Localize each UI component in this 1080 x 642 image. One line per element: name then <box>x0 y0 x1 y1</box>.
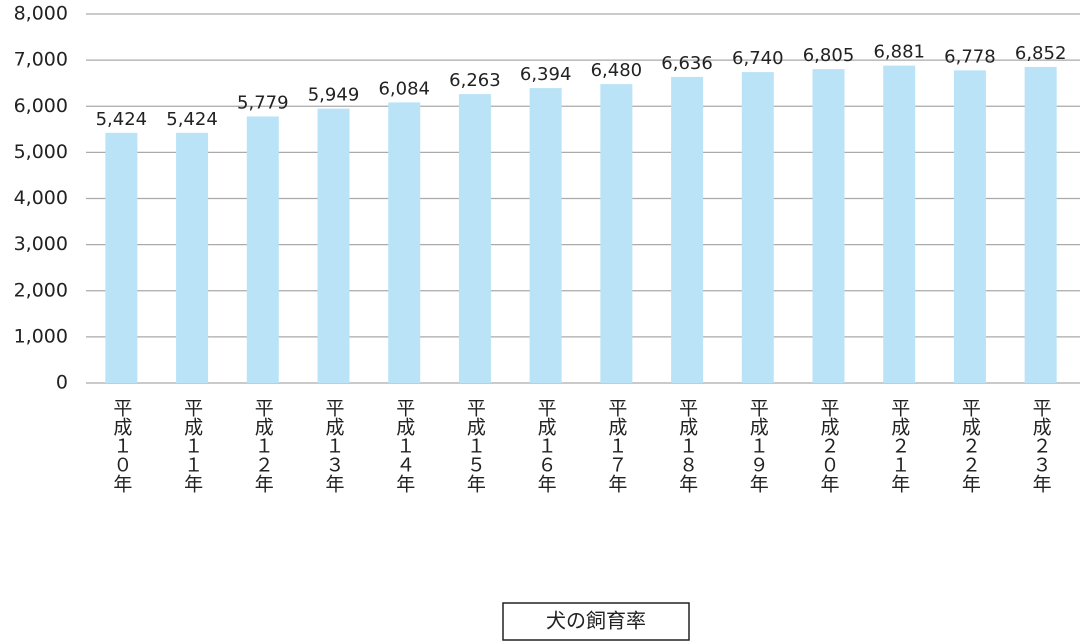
y-tick-label: 6,000 <box>14 95 68 117</box>
bar <box>1024 66 1057 383</box>
y-tick-label: 7,000 <box>14 49 68 71</box>
y-tick-label: 0 <box>56 372 68 394</box>
y-tick-label: 8,000 <box>14 3 68 25</box>
value-label: 6,740 <box>732 48 784 69</box>
value-label: 6,852 <box>1015 43 1067 64</box>
bar <box>741 72 774 384</box>
y-tick-label: 1,000 <box>14 325 68 347</box>
x-tick-label: 平成１０年 <box>110 398 132 493</box>
x-tick-label: 平成２１年 <box>888 398 910 493</box>
value-label: 6,778 <box>944 46 996 67</box>
x-tick-label: 平成１６年 <box>535 398 557 493</box>
bar <box>176 132 209 383</box>
bar <box>317 108 350 384</box>
x-tick-label: 平成１５年 <box>464 398 486 493</box>
x-tick-label: 平成１３年 <box>323 398 345 493</box>
x-tick-label: 平成１７年 <box>605 398 627 493</box>
x-tick-label: 平成１９年 <box>747 398 769 493</box>
value-label: 6,881 <box>873 42 925 63</box>
bar <box>246 116 279 383</box>
bar <box>600 84 633 384</box>
x-tick-label: 平成２３年 <box>1030 398 1052 493</box>
legend-box <box>502 602 690 641</box>
value-label: 6,394 <box>520 64 572 85</box>
x-tick-label: 平成２０年 <box>818 398 840 493</box>
value-label: 6,480 <box>591 60 643 81</box>
y-tick-label: 2,000 <box>14 279 68 301</box>
bar <box>883 65 916 383</box>
value-label: 6,084 <box>378 78 430 99</box>
y-tick-label: 3,000 <box>14 233 68 255</box>
legend-label: 犬の飼育率 <box>546 609 646 633</box>
bar <box>388 102 421 384</box>
bar <box>105 132 138 383</box>
value-label: 5,424 <box>166 109 218 130</box>
x-tick-label: 平成１４年 <box>393 398 415 493</box>
value-label: 6,636 <box>661 53 713 74</box>
value-label: 6,263 <box>449 70 501 91</box>
y-tick-label: 5,000 <box>14 141 68 163</box>
bar <box>812 69 845 383</box>
value-label: 6,805 <box>803 45 855 66</box>
x-tick-label: 平成１８年 <box>676 398 698 493</box>
y-tick-label: 4,000 <box>14 187 68 209</box>
x-tick-label: 平成１１年 <box>181 398 203 493</box>
bar <box>953 70 986 384</box>
bar <box>671 76 704 384</box>
bar <box>458 94 491 383</box>
x-tick-label: 平成１２年 <box>252 398 274 493</box>
value-label: 5,949 <box>308 85 360 106</box>
value-label: 5,779 <box>237 92 289 113</box>
value-label: 5,424 <box>96 109 148 130</box>
x-tick-label: 平成２２年 <box>959 398 981 493</box>
bar <box>529 88 562 383</box>
